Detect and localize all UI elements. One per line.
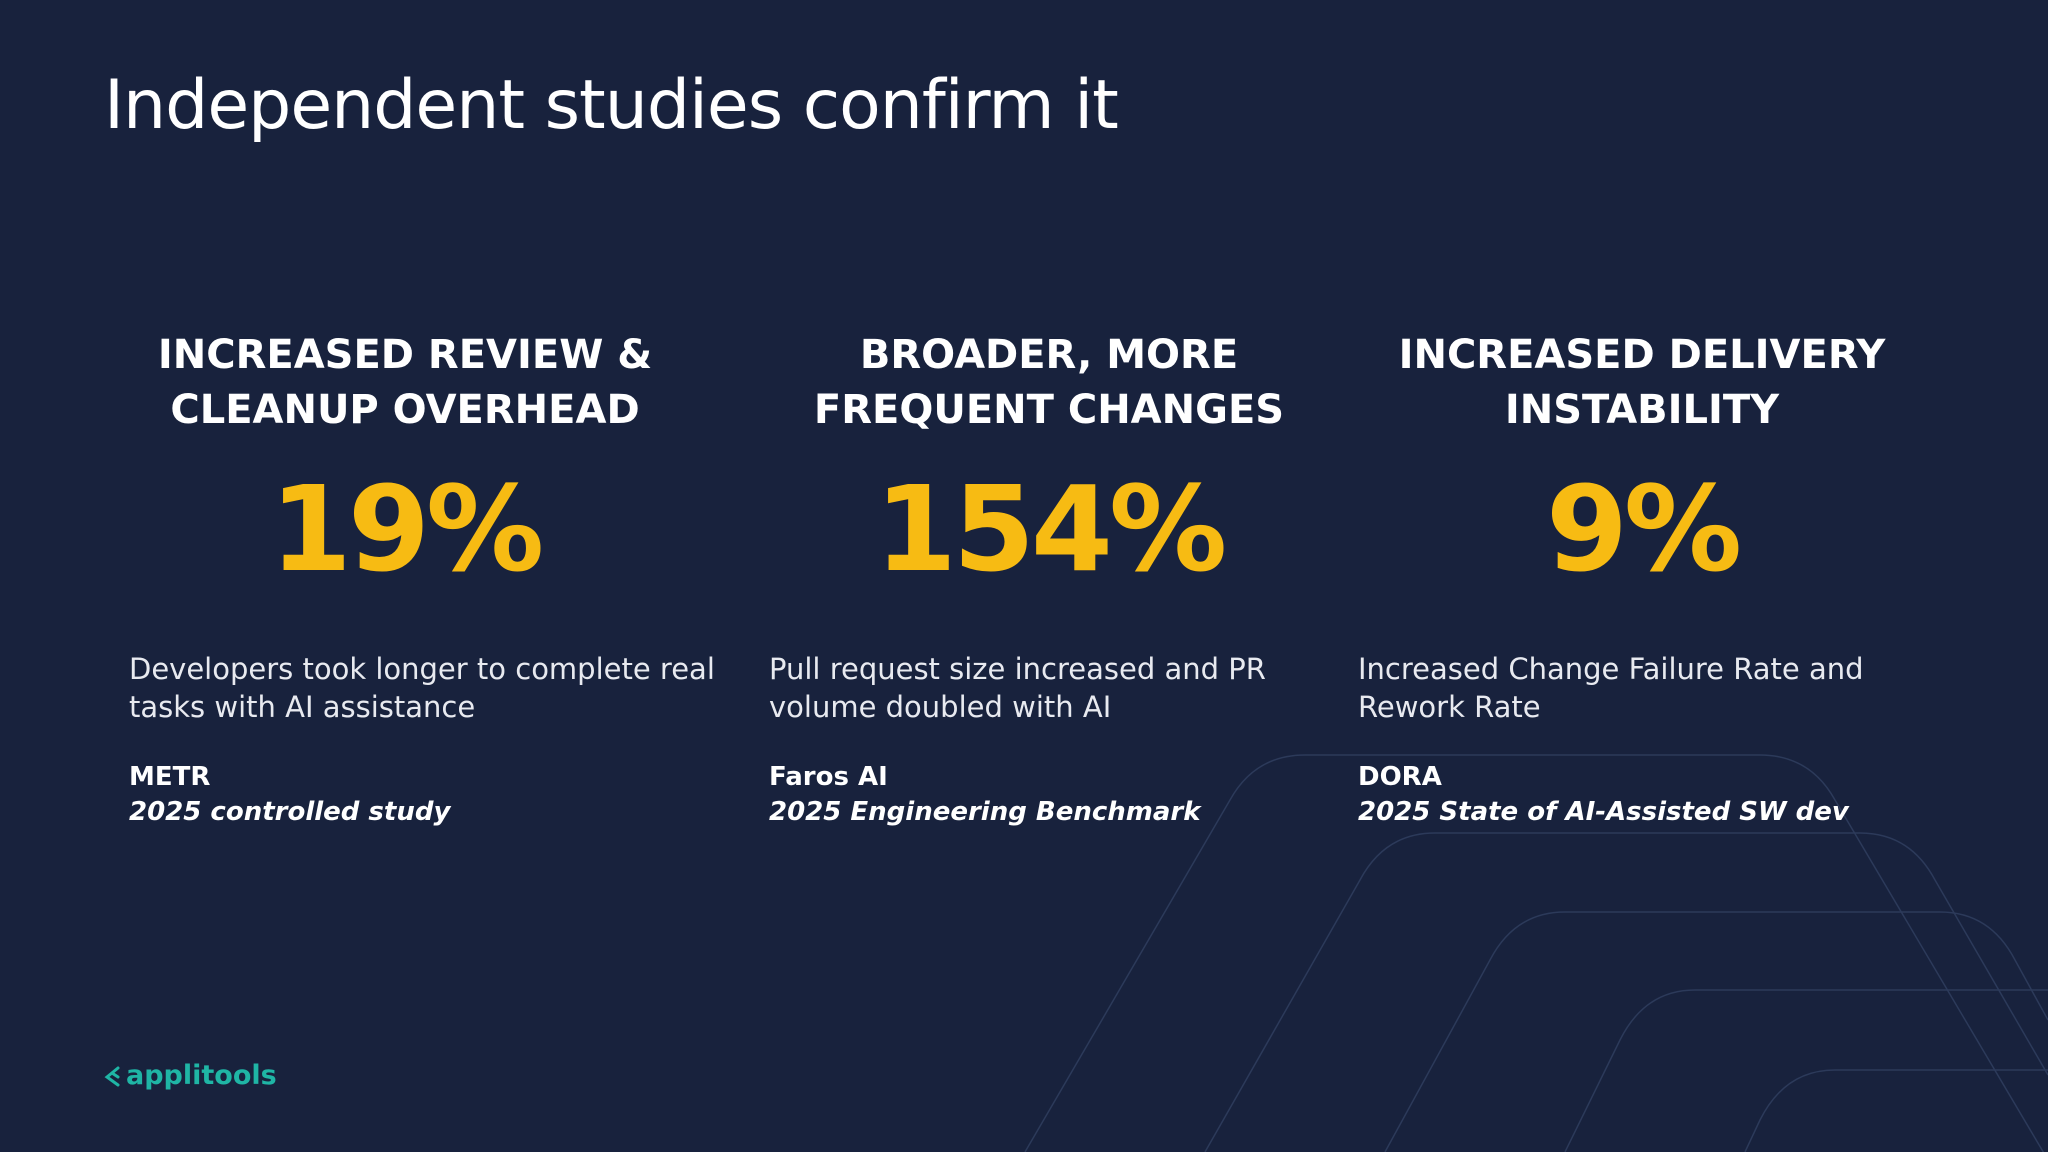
stat-value: 154%	[874, 460, 1228, 598]
column-heading: INCREASED REVIEW & CLEANUP OVERHEAD	[75, 328, 735, 438]
study-name: 2025 State of AI-Assisted SW dev	[1358, 797, 1849, 827]
description-line: Rework Rate	[1358, 690, 1541, 724]
description: Developers took longer to complete real t…	[129, 650, 715, 726]
source-name: METR	[129, 762, 211, 792]
study-name: 2025 Engineering Benchmark	[769, 797, 1201, 827]
heading-line: BROADER, MORE	[859, 332, 1239, 378]
logo-text: applitools	[126, 1060, 277, 1091]
heading-line: CLEANUP OVERHEAD	[170, 387, 640, 433]
heading-line: FREQUENT CHANGES	[813, 387, 1285, 433]
logo: applitools	[104, 1060, 277, 1091]
stat-value: 19%	[269, 460, 544, 598]
source-name: Faros AI	[769, 762, 888, 792]
slide-title: Independent studies confirm it	[104, 66, 1119, 145]
logo-icon	[104, 1066, 120, 1086]
description: Increased Change Failure Rate and Rework …	[1358, 650, 1864, 726]
heading-line: INCREASED REVIEW &	[157, 332, 653, 378]
source-name: DORA	[1358, 762, 1442, 792]
description-line: tasks with AI assistance	[129, 690, 476, 724]
heading-line: INCREASED DELIVERY	[1398, 332, 1886, 378]
heading-line: INSTABILITY	[1504, 387, 1780, 433]
description-line: Increased Change Failure Rate and	[1358, 652, 1864, 686]
description-line: Pull request size increased and PR	[769, 652, 1266, 686]
column-heading: BROADER, MORE FREQUENT CHANGES	[719, 328, 1379, 438]
description-line: volume doubled with AI	[769, 690, 1112, 724]
description: Pull request size increased and PR volume…	[769, 650, 1266, 726]
description-line: Developers took longer to complete real	[129, 652, 715, 686]
stat-value: 9%	[1545, 460, 1742, 598]
column-heading: INCREASED DELIVERY INSTABILITY	[1312, 328, 1972, 438]
study-name: 2025 controlled study	[129, 797, 451, 827]
